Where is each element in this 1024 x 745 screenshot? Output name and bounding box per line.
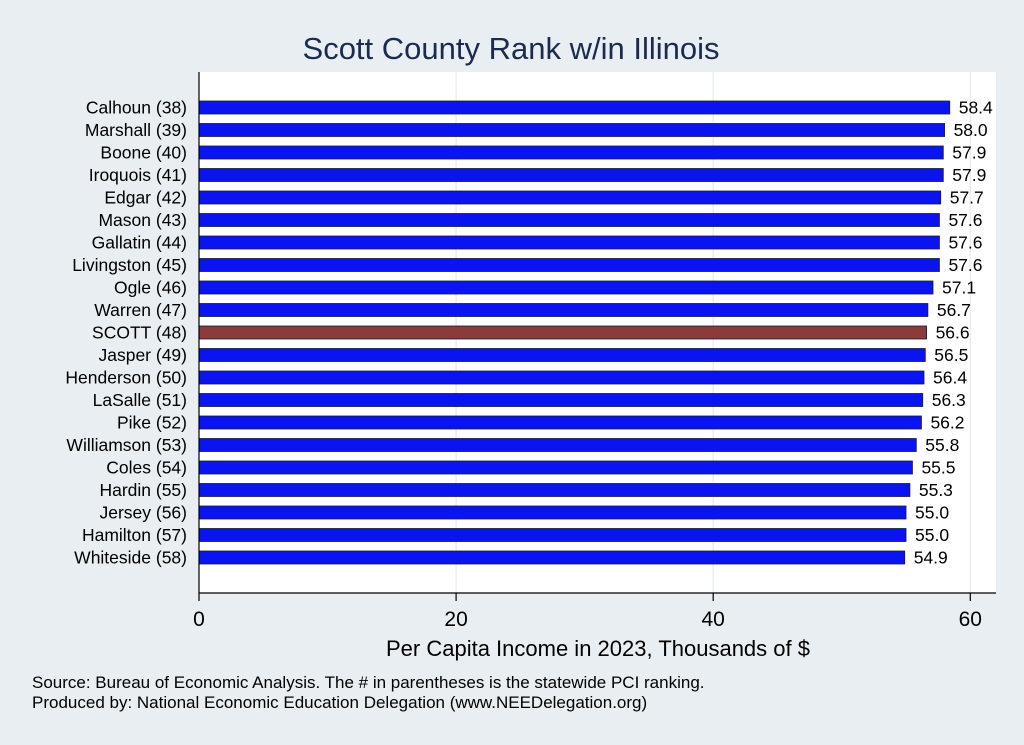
value-label: 55.5 xyxy=(921,458,955,478)
value-label: 56.5 xyxy=(934,345,968,365)
x-axis-ticks: 0 20 40 60 xyxy=(193,593,982,631)
category-labels: Calhoun (38)Marshall (39) Boone (40)Iroqu… xyxy=(65,98,187,568)
bar xyxy=(198,528,907,542)
value-label: 58.0 xyxy=(954,120,988,140)
value-label: 57.6 xyxy=(948,233,982,253)
bar xyxy=(198,415,922,430)
category-label: Boone (40) xyxy=(100,143,187,163)
category-label: Edgar (42) xyxy=(104,188,187,208)
category-label: Calhoun (38) xyxy=(86,98,187,118)
category-label: Coles (54) xyxy=(106,458,187,478)
value-label: 57.9 xyxy=(952,165,986,185)
category-label: Jersey (56) xyxy=(99,503,187,523)
value-label: 57.7 xyxy=(950,188,984,208)
bar xyxy=(198,123,945,137)
bar xyxy=(198,168,944,182)
chart-title: Scott County Rank w/in Illinois xyxy=(303,31,720,66)
category-label: Jasper (49) xyxy=(98,345,187,365)
bar xyxy=(198,550,906,565)
x-tick-label: 60 xyxy=(959,608,982,631)
category-label: Whiteside (58) xyxy=(74,548,187,568)
value-label: 55.0 xyxy=(915,525,949,545)
category-label: Mason (43) xyxy=(98,210,187,230)
category-label: Marshall (39) xyxy=(85,120,187,140)
value-label: 57.9 xyxy=(952,143,986,163)
category-label: Hamilton (57) xyxy=(82,525,187,545)
category-label: Ogle (46) xyxy=(114,278,187,298)
value-label: 57.1 xyxy=(942,278,976,298)
category-label: LaSalle (51) xyxy=(93,390,187,410)
category-label: Gallatin (44) xyxy=(92,233,187,253)
bar xyxy=(198,258,940,272)
bar xyxy=(198,190,942,205)
value-label: 55.8 xyxy=(925,435,959,455)
bar xyxy=(198,100,951,115)
source-note: Source: Bureau of Economic Analysis. The… xyxy=(32,673,705,692)
category-label: SCOTT (48) xyxy=(92,323,187,343)
x-tick-label: 40 xyxy=(702,608,725,631)
bar xyxy=(198,393,924,407)
value-label: 58.4 xyxy=(959,98,993,118)
bar xyxy=(198,280,934,295)
bar xyxy=(198,303,929,317)
bar xyxy=(198,348,926,362)
bar xyxy=(198,370,925,385)
bar xyxy=(198,213,940,227)
category-label: Hardin (55) xyxy=(99,480,187,500)
value-label: 56.2 xyxy=(930,413,964,433)
bar xyxy=(198,460,913,475)
category-label: Williamson (53) xyxy=(66,435,187,455)
value-label: 56.4 xyxy=(933,368,967,388)
value-label: 54.9 xyxy=(914,548,948,568)
x-axis-label: Per Capita Income in 2023, Thousands of … xyxy=(386,636,810,661)
value-labels: 58.458.057.957.957.757.657.657.657.156.7… xyxy=(914,98,993,568)
bar xyxy=(198,325,927,340)
value-label: 55.0 xyxy=(915,503,949,523)
x-tick-label: 0 xyxy=(193,608,205,631)
value-label: 57.6 xyxy=(948,210,982,230)
category-label: Warren (47) xyxy=(94,300,187,320)
bar xyxy=(198,505,907,520)
value-label: 56.7 xyxy=(937,300,971,320)
x-tick-label: 20 xyxy=(444,608,467,631)
value-label: 56.3 xyxy=(932,390,966,410)
value-label: 56.6 xyxy=(936,323,970,343)
bar xyxy=(198,145,944,160)
value-label: 55.3 xyxy=(919,480,953,500)
bar xyxy=(198,483,911,497)
category-label: Henderson (50) xyxy=(65,368,187,388)
bar xyxy=(198,235,940,250)
category-label: Pike (52) xyxy=(117,413,187,433)
category-label: Livingston (45) xyxy=(72,255,187,275)
bar xyxy=(198,438,917,452)
value-label: 57.6 xyxy=(948,255,982,275)
category-label: Iroquois (41) xyxy=(89,165,187,185)
bars xyxy=(198,100,951,565)
producer-note: Produced by: National Economic Education… xyxy=(32,693,647,712)
